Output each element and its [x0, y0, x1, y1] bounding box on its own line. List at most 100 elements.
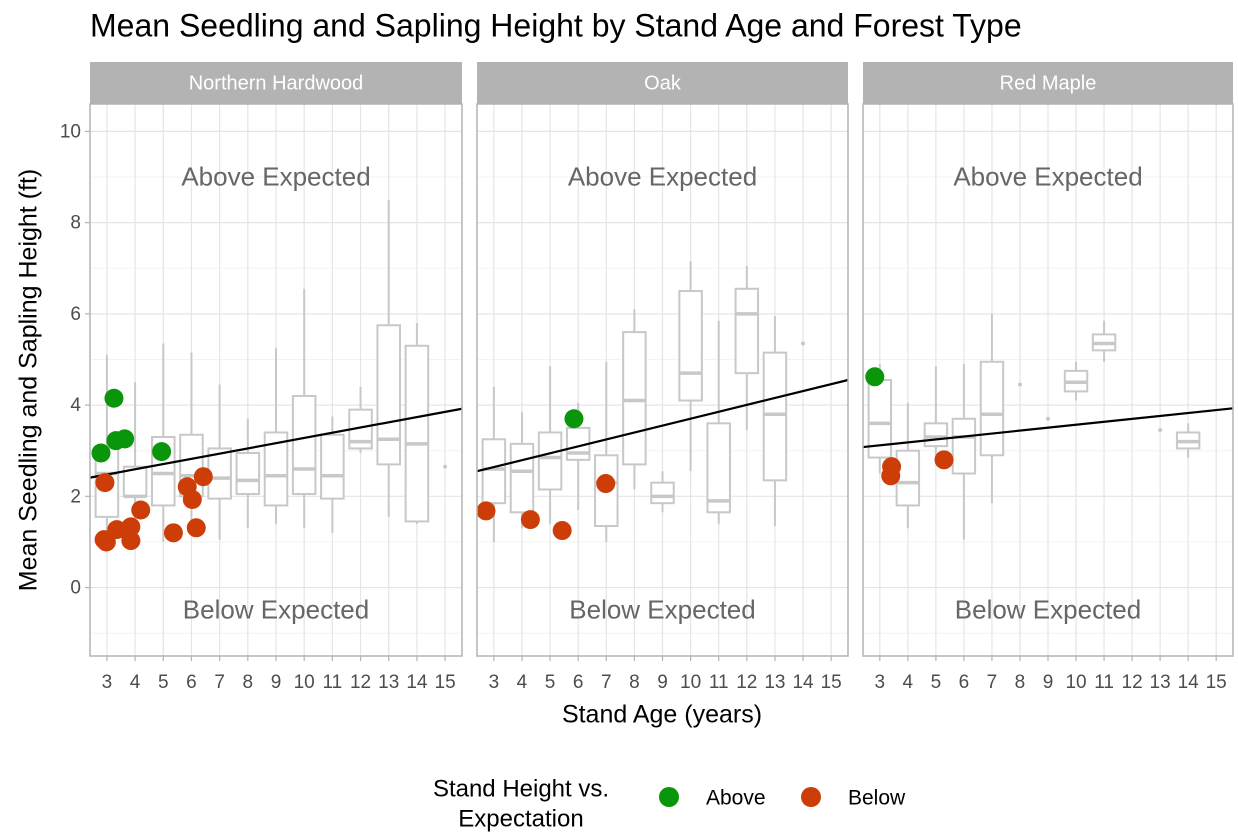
- box-outlier: [1046, 416, 1050, 421]
- annotation: Above Expected: [181, 161, 370, 191]
- x-tick-label: 3: [102, 672, 113, 693]
- x-tick-label: 6: [959, 672, 970, 693]
- x-tick-label: 10: [680, 672, 701, 693]
- x-tick-label: 14: [406, 672, 428, 693]
- x-tick-label: 15: [435, 672, 456, 693]
- box-body: [320, 433, 345, 500]
- x-tick-label: 3: [489, 672, 500, 693]
- x-tick-label: 9: [271, 672, 282, 693]
- box-body: [235, 451, 261, 496]
- x-tick-label: 5: [931, 672, 942, 693]
- x-tick-label: 5: [545, 672, 556, 693]
- annotation: Above Expected: [568, 161, 757, 191]
- box-body: [650, 481, 675, 505]
- box-outlier: [1158, 428, 1163, 433]
- trend-line: [862, 407, 1234, 449]
- x-tick-label: 13: [1150, 672, 1171, 693]
- annotation: Below Expected: [955, 595, 1141, 625]
- data-point: [881, 466, 901, 486]
- box-body: [762, 351, 788, 482]
- y-tick-label: 4: [70, 395, 81, 416]
- x-tick-label: 7: [214, 672, 225, 693]
- y-axis-title: Mean Seedling and Sapling Height (ft): [15, 169, 43, 592]
- box-outlier: [801, 341, 806, 346]
- facet-title: Oak: [644, 72, 682, 94]
- data-point: [121, 531, 141, 551]
- x-tick-label: 8: [1015, 672, 1026, 693]
- facet-strip: [863, 62, 1233, 104]
- data-point: [865, 367, 885, 387]
- x-tick-label: 15: [1206, 672, 1227, 693]
- data-point: [104, 388, 124, 408]
- data-point: [115, 429, 135, 449]
- legend-title: Stand Height vs.: [433, 775, 609, 802]
- x-tick-label: 11: [709, 672, 729, 693]
- data-point: [107, 520, 127, 540]
- annotation: Below Expected: [569, 595, 755, 625]
- facet-strip: [477, 62, 848, 104]
- x-tick-label: 12: [350, 672, 371, 693]
- y-tick-label: 10: [60, 121, 81, 142]
- data-point: [152, 442, 172, 462]
- data-point: [163, 523, 183, 543]
- x-tick-label: 13: [378, 672, 399, 693]
- data-point: [131, 500, 151, 520]
- trend-line: [89, 407, 463, 479]
- data-point: [91, 443, 111, 463]
- legend-label: Below: [848, 787, 906, 810]
- panel-border: [862, 103, 1234, 657]
- x-axis-title: Stand Age (years): [562, 701, 762, 729]
- facet-title: Red Maple: [1000, 72, 1097, 94]
- y-tick-label: 8: [70, 213, 81, 234]
- x-tick-label: 12: [736, 672, 757, 693]
- data-point: [564, 409, 584, 429]
- facet-title: Northern Hardwood: [189, 72, 364, 94]
- box-body: [951, 417, 977, 475]
- data-point: [934, 450, 954, 470]
- x-tick-label: 8: [629, 672, 640, 693]
- x-tick-label: 10: [294, 672, 315, 693]
- x-tick-label: 4: [517, 672, 528, 693]
- chart-title: Mean Seedling and Sapling Height by Stan…: [90, 7, 1022, 43]
- box-body: [895, 449, 921, 507]
- box-body: [376, 324, 402, 466]
- y-tick-label: 2: [70, 486, 81, 507]
- panel-border: [89, 103, 463, 657]
- x-tick-label: 15: [821, 672, 842, 693]
- x-tick-label: 9: [657, 672, 668, 693]
- data-point: [476, 501, 496, 521]
- x-tick-label: 14: [1178, 672, 1200, 693]
- box-body: [404, 344, 430, 523]
- y-tick-label: 0: [70, 578, 81, 599]
- data-point: [182, 490, 202, 510]
- x-tick-label: 12: [1122, 672, 1143, 693]
- data-point: [596, 474, 616, 494]
- panel-border: [476, 103, 849, 657]
- legend-label: Above: [706, 787, 766, 810]
- legend-title: Expectation: [458, 805, 583, 832]
- x-tick-label: 10: [1065, 672, 1086, 693]
- box-body: [923, 422, 949, 448]
- x-tick-label: 7: [987, 672, 998, 693]
- x-tick-label: 13: [764, 672, 785, 693]
- box-outlier: [443, 464, 448, 469]
- box-body: [979, 360, 1005, 457]
- x-tick-label: 11: [322, 672, 342, 693]
- legend-marker: [659, 787, 679, 807]
- x-tick-label: 4: [903, 672, 914, 693]
- trend-line: [476, 378, 849, 473]
- y-tick-label: 6: [70, 304, 81, 325]
- data-point: [552, 521, 572, 541]
- annotation: Below Expected: [183, 595, 369, 625]
- x-tick-label: 9: [1043, 672, 1054, 693]
- x-tick-label: 6: [186, 672, 197, 693]
- x-tick-label: 5: [158, 672, 169, 693]
- x-tick-label: 3: [875, 672, 886, 693]
- legend-marker: [801, 787, 821, 807]
- x-tick-label: 6: [573, 672, 584, 693]
- box-body: [263, 431, 289, 507]
- data-point: [121, 517, 141, 537]
- x-tick-label: 4: [130, 672, 141, 693]
